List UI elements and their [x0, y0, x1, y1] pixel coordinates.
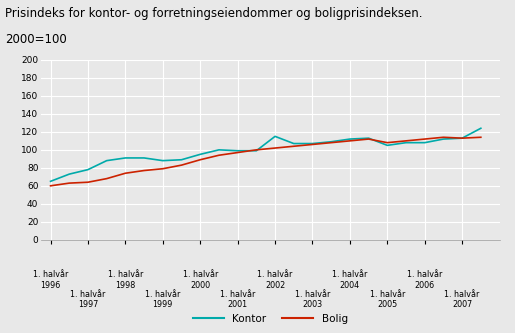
- Text: 1. halvår
2007: 1. halvår 2007: [444, 290, 480, 309]
- Text: 1. halvår
2003: 1. halvår 2003: [295, 290, 330, 309]
- Text: 1. halvår
2005: 1. halvår 2005: [370, 290, 405, 309]
- Text: 1. halvår
2001: 1. halvår 2001: [220, 290, 255, 309]
- Legend: Kontor, Bolig: Kontor, Bolig: [188, 310, 352, 328]
- Text: 2000=100: 2000=100: [5, 33, 67, 46]
- Text: 1. halvår
1998: 1. halvår 1998: [108, 270, 143, 290]
- Text: 1. halvår
2004: 1. halvår 2004: [332, 270, 368, 290]
- Text: 1. halvår
2002: 1. halvår 2002: [258, 270, 293, 290]
- Text: Prisindeks for kontor- og forretningseiendommer og boligprisindeksen.: Prisindeks for kontor- og forretningseie…: [5, 7, 423, 20]
- Text: 1. halvår
1996: 1. halvår 1996: [33, 270, 68, 290]
- Text: 1. halvår
1999: 1. halvår 1999: [145, 290, 180, 309]
- Text: 1. halvår
2006: 1. halvår 2006: [407, 270, 442, 290]
- Text: 1. halvår
1997: 1. halvår 1997: [70, 290, 106, 309]
- Text: 1. halvår
2000: 1. halvår 2000: [182, 270, 218, 290]
